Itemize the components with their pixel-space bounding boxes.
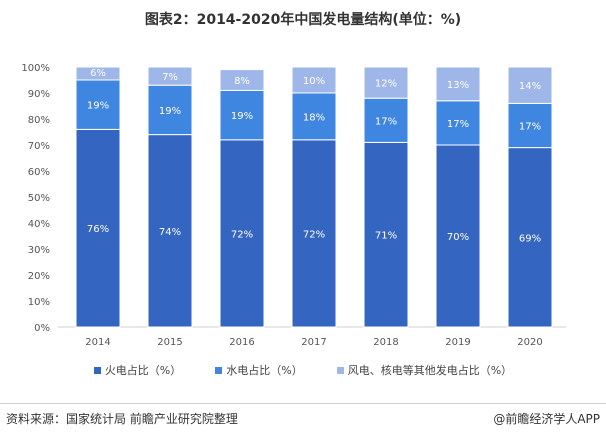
bar-segment-thermal bbox=[75, 128, 121, 328]
bar-segment-hydro bbox=[75, 79, 121, 130]
y-tick-label: 90% bbox=[28, 89, 50, 100]
x-tick-label: 2020 bbox=[517, 337, 542, 348]
legend-label-other: 风电、核电等其他发电占比（%） bbox=[347, 364, 513, 377]
y-tick-label: 30% bbox=[28, 245, 50, 256]
legend-swatch-hydro bbox=[215, 366, 223, 374]
legend-item-other: 风电、核电等其他发电占比（%） bbox=[336, 362, 513, 378]
y-tick-label: 40% bbox=[28, 219, 50, 230]
y-tick-label: 60% bbox=[28, 167, 50, 178]
y-tick-label: 0% bbox=[34, 323, 50, 334]
data-label-other: 7% bbox=[162, 72, 178, 83]
y-tick-label: 80% bbox=[28, 115, 50, 126]
bar-segment-hydro bbox=[219, 89, 265, 141]
bar-segment-hydro bbox=[363, 97, 409, 143]
data-label-thermal: 74% bbox=[159, 227, 181, 238]
x-tick-label: 2019 bbox=[445, 337, 470, 348]
y-tick-label: 100% bbox=[21, 63, 50, 74]
bar-segment-thermal bbox=[507, 147, 553, 328]
data-label-other: 10% bbox=[303, 76, 325, 87]
footer-divider bbox=[0, 403, 606, 404]
data-label-other: 13% bbox=[447, 80, 469, 91]
bar-segment-other bbox=[291, 66, 337, 94]
x-tick-label: 2015 bbox=[157, 337, 182, 348]
chart-title: 图表2：2014-2020年中国发电量结构(单位：%) bbox=[144, 12, 462, 28]
data-label-thermal: 76% bbox=[87, 224, 109, 235]
chart-legend: 火电占比（%） 水电占比（%） 风电、核电等其他发电占比（%） bbox=[0, 362, 606, 378]
data-label-other: 8% bbox=[234, 76, 250, 87]
legend-item-thermal: 火电占比（%） bbox=[93, 362, 182, 378]
bar-segment-other bbox=[219, 69, 265, 91]
bar-segment-thermal bbox=[435, 144, 481, 328]
data-label-hydro: 18% bbox=[303, 112, 325, 123]
data-label-hydro: 19% bbox=[231, 111, 253, 122]
x-tick-label: 2014 bbox=[85, 337, 110, 348]
bar-segment-other bbox=[75, 66, 121, 81]
credit-note: @前瞻经济学人APP bbox=[493, 412, 600, 426]
bar-segment-thermal bbox=[147, 134, 193, 328]
bar-segment-hydro bbox=[507, 102, 553, 149]
data-label-hydro: 17% bbox=[447, 119, 469, 130]
data-label-hydro: 17% bbox=[375, 116, 397, 127]
bar-segment-other bbox=[507, 66, 553, 104]
y-tick-label: 10% bbox=[28, 297, 50, 308]
bar-segment-other bbox=[147, 66, 193, 86]
data-label-thermal: 72% bbox=[231, 229, 253, 240]
data-label-thermal: 71% bbox=[375, 231, 397, 242]
bar-segment-hydro bbox=[147, 84, 193, 136]
legend-swatch-thermal bbox=[93, 366, 101, 374]
y-tick-label: 20% bbox=[28, 271, 50, 282]
x-tick-label: 2016 bbox=[229, 337, 254, 348]
data-label-thermal: 70% bbox=[447, 232, 469, 243]
legend-swatch-other bbox=[336, 366, 344, 374]
data-label-thermal: 69% bbox=[519, 233, 541, 244]
bar-segment-other bbox=[363, 66, 409, 99]
bar-segment-thermal bbox=[291, 139, 337, 328]
bar-segment-other bbox=[435, 66, 481, 102]
legend-item-hydro: 水电占比（%） bbox=[215, 362, 303, 378]
bar-segment-thermal bbox=[363, 141, 409, 328]
bar-segment-thermal bbox=[219, 139, 265, 328]
x-tick-label: 2017 bbox=[301, 337, 326, 348]
source-note: 资料来源：国家统计局 前瞻产业研究院整理 bbox=[6, 412, 238, 426]
data-label-other: 6% bbox=[90, 68, 106, 79]
data-label-hydro: 17% bbox=[519, 122, 541, 133]
data-label-other: 12% bbox=[375, 79, 397, 90]
legend-label-hydro: 水电占比（%） bbox=[226, 364, 303, 377]
stacked-bar-chart: 0% 10% 20% 30% 40% 50% 60% 70% 80% 90% 100% 76% 19% 6… bbox=[21, 63, 566, 348]
data-label-thermal: 72% bbox=[303, 229, 325, 240]
data-label-hydro: 19% bbox=[87, 101, 109, 112]
y-tick-label: 70% bbox=[28, 141, 50, 152]
x-tick-label: 2018 bbox=[373, 337, 398, 348]
data-label-other: 14% bbox=[519, 81, 541, 92]
data-label-hydro: 19% bbox=[159, 106, 181, 117]
legend-label-thermal: 火电占比（%） bbox=[104, 364, 182, 377]
bar-segment-hydro bbox=[435, 100, 481, 146]
y-tick-label: 50% bbox=[28, 193, 50, 204]
